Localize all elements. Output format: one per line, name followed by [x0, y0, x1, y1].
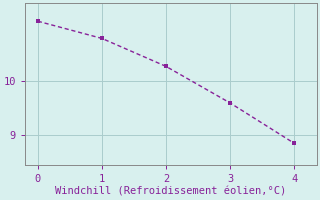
X-axis label: Windchill (Refroidissement éolien,°C): Windchill (Refroidissement éolien,°C) — [55, 187, 286, 197]
